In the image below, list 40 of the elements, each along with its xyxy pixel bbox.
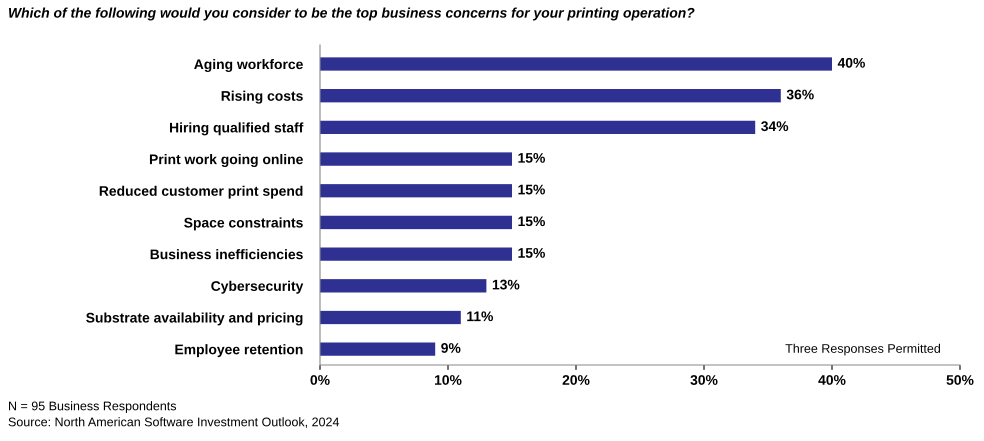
bar [320, 342, 436, 356]
bar [320, 279, 486, 292]
data-label: 9% [441, 343, 460, 353]
bar [320, 216, 512, 230]
bar [320, 89, 781, 102]
data-label: 15% [518, 216, 545, 226]
bar [320, 57, 832, 71]
data-label: 15% [518, 184, 545, 194]
bar [320, 310, 461, 324]
chart-title: Which of the following would you consider to be the top business concerns for your printing operation? [9, 8, 694, 20]
data-label: 11% [467, 311, 494, 322]
data-label: 36% [786, 90, 814, 100]
y-tick-label: Cybersecurity [211, 280, 304, 294]
x-tick-label: 0% [310, 375, 330, 385]
y-tick-label: Print work going online [150, 154, 303, 168]
y-tick-label: Substrate availability and pricing [86, 312, 302, 326]
data-label: 15% [518, 248, 545, 258]
y-tick-label: Hiring qualified staff [170, 122, 304, 136]
text: N = 95 Business Respondents [9, 401, 176, 413]
y-tick-label: Employee retention [175, 344, 302, 358]
data-label: 34% [761, 121, 788, 132]
bar [320, 184, 512, 198]
data-label: 13% [492, 280, 520, 290]
y-tick-label: Business inefficiencies [150, 249, 303, 260]
x-tick-label: 30% [690, 375, 718, 385]
y-tick-label: Space constraints [184, 217, 303, 230]
y-tick-label: Rising costs [222, 90, 303, 104]
source-note: Source: North American Software Investment Outlook, 2024 [8, 417, 340, 428]
x-tick-label: 20% [562, 375, 590, 385]
annotation: Three Responses Permitted [785, 344, 940, 356]
data-label: 40% [838, 58, 865, 68]
bar [320, 152, 512, 166]
x-tick-label: 50% [946, 375, 974, 385]
x-tick-label: 40% [818, 375, 846, 385]
bar [320, 247, 512, 261]
y-tick-label: Aging workforce [194, 58, 303, 72]
x-tick-label: 10% [434, 375, 462, 385]
data-label: 15% [518, 152, 545, 163]
y-tick-label: Reduced customer print spend [100, 186, 302, 199]
bar [320, 120, 756, 134]
